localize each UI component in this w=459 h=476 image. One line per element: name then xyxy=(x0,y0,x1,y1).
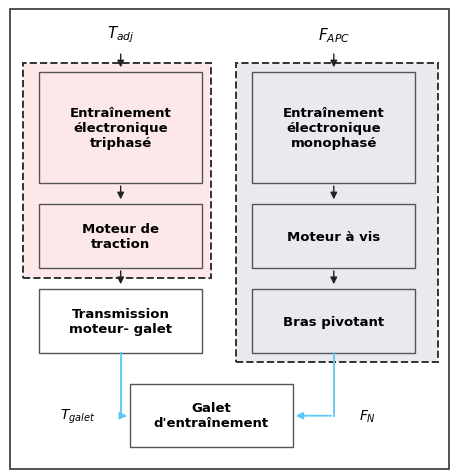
Bar xyxy=(252,73,415,184)
Text: Entraînement
électronique
triphasé: Entraînement électronique triphasé xyxy=(70,107,172,150)
Text: $T_{adj}$: $T_{adj}$ xyxy=(107,25,134,45)
Bar xyxy=(130,384,293,447)
Text: Moteur à vis: Moteur à vis xyxy=(287,230,381,243)
Bar xyxy=(39,73,202,184)
Text: Galet
d'entraînement: Galet d'entraînement xyxy=(154,402,269,429)
Bar xyxy=(236,64,438,363)
Text: $F_{N}$: $F_{N}$ xyxy=(359,407,376,424)
Bar xyxy=(23,64,211,278)
Text: Entraînement
électronique
monophasé: Entraînement électronique monophasé xyxy=(283,107,385,150)
Bar xyxy=(252,205,415,268)
Text: Bras pivotant: Bras pivotant xyxy=(283,315,384,328)
Text: Moteur de
traction: Moteur de traction xyxy=(82,223,159,251)
Text: $T_{galet}$: $T_{galet}$ xyxy=(60,407,96,425)
Bar xyxy=(39,205,202,268)
Bar xyxy=(39,290,202,353)
Text: $F_{APC}$: $F_{APC}$ xyxy=(318,27,350,45)
Text: Transmission
moteur- galet: Transmission moteur- galet xyxy=(69,307,172,336)
Bar xyxy=(252,290,415,353)
